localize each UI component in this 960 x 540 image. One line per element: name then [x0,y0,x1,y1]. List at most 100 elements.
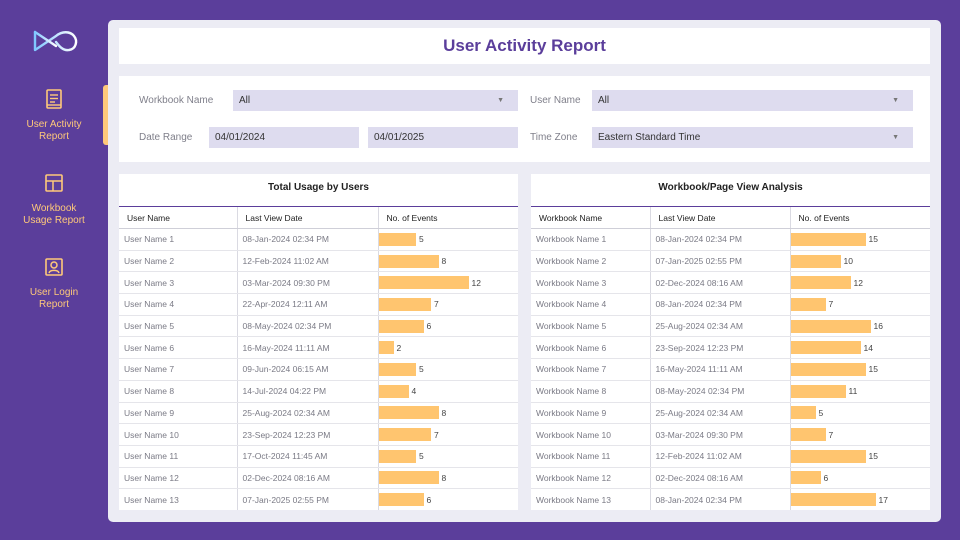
table-row[interactable]: User Name 1 08-Jan-2024 02:34 PM 5 [119,228,518,251]
table-row[interactable]: Workbook Name 7 16-May-2024 11:11 AM 15 [531,358,930,381]
cell-last-view-date: 12-Feb-2024 11:02 AM [236,250,378,273]
workbook-name-select[interactable]: All ▼ [233,90,518,111]
events-bar [791,232,866,246]
cell-name: User Name 13 [119,488,237,510]
events-value: 5 [419,451,424,462]
cell-name: User Name 11 [119,445,237,468]
cell-events: 15 [789,358,930,381]
cell-name: User Name 3 [119,271,237,295]
table-row[interactable]: Workbook Name 5 25-Aug-2024 02:34 AM 16 [531,315,930,338]
time-zone-select[interactable]: Eastern Standard Time ▼ [592,127,913,148]
cell-events: 15 [789,228,930,251]
events-bar [791,384,846,398]
cell-events: 8 [377,467,518,490]
report-icon [46,89,62,109]
events-value: 14 [863,342,873,353]
cell-name: User Name 2 [119,250,237,273]
events-bar [791,428,826,442]
column-header-user-name[interactable]: User Name [119,206,237,229]
cell-last-view-date: 07-Jan-2025 02:55 PM [649,250,790,273]
table-row[interactable]: Workbook Name 2 07-Jan-2025 02:55 PM 10 [531,250,930,273]
workbook-name-label: Workbook Name [139,95,214,106]
sidebar-item-label: User Login [29,287,79,298]
column-header-last-view-date[interactable]: Last View Date [649,206,790,229]
table-row[interactable]: User Name 8 14-Jul-2024 04:22 PM 4 [119,380,518,403]
events-value: 6 [823,472,829,483]
events-value: 7 [828,429,834,440]
usage-table-title: Total Usage by Users [268,182,369,193]
events-value: 4 [411,386,417,397]
table-row[interactable]: Workbook Name 4 08-Jan-2024 02:34 PM 7 [531,293,930,316]
events-bar-wrap: 17 [791,493,930,507]
events-bar [791,471,821,485]
table-row[interactable]: User Name 10 23-Sep-2024 12:23 PM 7 [119,423,518,446]
table-row[interactable]: User Name 7 09-Jun-2024 06:15 AM 5 [119,358,518,381]
user-name-select[interactable]: All ▼ [592,90,913,111]
events-bar-wrap: 7 [791,428,930,442]
cell-last-view-date: 08-Jan-2024 02:34 PM [236,228,378,251]
events-value: 17 [878,494,888,505]
table-row[interactable]: Workbook Name 11 12-Feb-2024 11:02 AM 15 [531,445,930,468]
user-name-label: User Name [530,95,581,106]
events-bar-wrap: 7 [791,297,930,311]
cell-last-view-date: 08-May-2024 02:34 PM [236,315,378,338]
sidebar-item-workbook-usage-report[interactable]: Workbook Usage Report [0,172,108,227]
table-row[interactable]: Workbook Name 10 03-Mar-2024 09:30 PM 7 [531,423,930,446]
cell-name: Workbook Name 3 [531,271,650,295]
cell-events: 7 [789,293,930,316]
sidebar-item-user-activity-report[interactable]: User Activity Report [0,88,108,143]
cell-last-view-date: 25-Aug-2024 02:34 AM [649,402,790,425]
events-bar-wrap: 6 [379,493,518,507]
events-bar-wrap: 5 [379,232,518,246]
time-zone-value: Eastern Standard Time [598,132,701,143]
table-row[interactable]: User Name 9 25-Aug-2024 02:34 AM 8 [119,402,518,425]
events-bar [791,276,851,290]
date-range-end-input[interactable]: 04/01/2025 [368,127,518,148]
table-row[interactable]: User Name 6 16-May-2024 11:11 AM 2 [119,336,518,360]
sidebar-item-label: Workbook [31,203,77,214]
cell-last-view-date: 23-Sep-2024 12:23 PM [236,423,378,446]
table-row[interactable]: Workbook Name 1 08-Jan-2024 02:34 PM 15 [531,228,930,251]
table-row[interactable]: Workbook Name 3 02-Dec-2024 08:16 AM 12 [531,271,930,295]
column-header-events[interactable]: No. of Events [789,206,930,229]
chevron-down-icon: ▼ [892,134,899,141]
table-row[interactable]: Workbook Name 9 25-Aug-2024 02:34 AM 5 [531,402,930,425]
events-bar [791,319,871,333]
sidebar-item-user-login-report[interactable]: User Login Report [0,256,108,311]
events-bar [379,276,469,290]
events-bar [791,493,876,507]
events-bar-wrap: 11 [791,384,930,398]
events-value: 6 [426,494,432,505]
table-row[interactable]: User Name 3 03-Mar-2024 09:30 PM 12 [119,271,518,295]
cell-events: 17 [789,488,930,510]
events-bar-wrap: 6 [379,319,518,333]
cell-name: Workbook Name 1 [531,228,650,251]
chevron-down-icon: ▼ [497,97,504,104]
filters-panel: Workbook Name All ▼ User Name All ▼ Date… [119,76,930,162]
events-bar-wrap: 8 [379,254,518,268]
workbook-table-body: Workbook Name 1 08-Jan-2024 02:34 PM 15 Wor… [531,228,930,510]
table-row[interactable]: Workbook Name 13 08-Jan-2024 02:34 PM 17 [531,488,930,510]
cell-last-view-date: 22-Apr-2024 12:11 AM [236,293,378,316]
table-row[interactable]: Workbook Name 8 08-May-2024 02:34 PM 11 [531,380,930,403]
column-header-workbook-name[interactable]: Workbook Name [531,206,650,229]
table-row[interactable]: User Name 11 17-Oct-2024 11:45 AM 5 [119,445,518,468]
table-row[interactable]: Workbook Name 6 23-Sep-2024 12:23 PM 14 [531,336,930,360]
usage-table: User Name Last View Date No. of Events U… [119,206,518,510]
column-header-last-view-date[interactable]: Last View Date [236,206,378,229]
cell-events: 6 [377,315,518,338]
date-range-label: Date Range [139,132,193,143]
table-row[interactable]: User Name 5 08-May-2024 02:34 PM 6 [119,315,518,338]
table-row[interactable]: User Name 13 07-Jan-2025 02:55 PM 6 [119,488,518,510]
table-row[interactable]: Workbook Name 12 02-Dec-2024 08:16 AM 6 [531,467,930,490]
table-row[interactable]: User Name 4 22-Apr-2024 12:11 AM 7 [119,293,518,316]
column-header-events[interactable]: No. of Events [377,206,518,229]
cell-events: 8 [377,250,518,273]
table-row[interactable]: User Name 2 12-Feb-2024 11:02 AM 8 [119,250,518,273]
events-bar [791,297,826,311]
table-row[interactable]: User Name 12 02-Dec-2024 08:16 AM 8 [119,467,518,490]
events-value: 5 [419,234,424,245]
events-bar [379,297,431,311]
cell-name: User Name 12 [119,467,237,490]
date-range-start-input[interactable]: 04/01/2024 [209,127,359,148]
